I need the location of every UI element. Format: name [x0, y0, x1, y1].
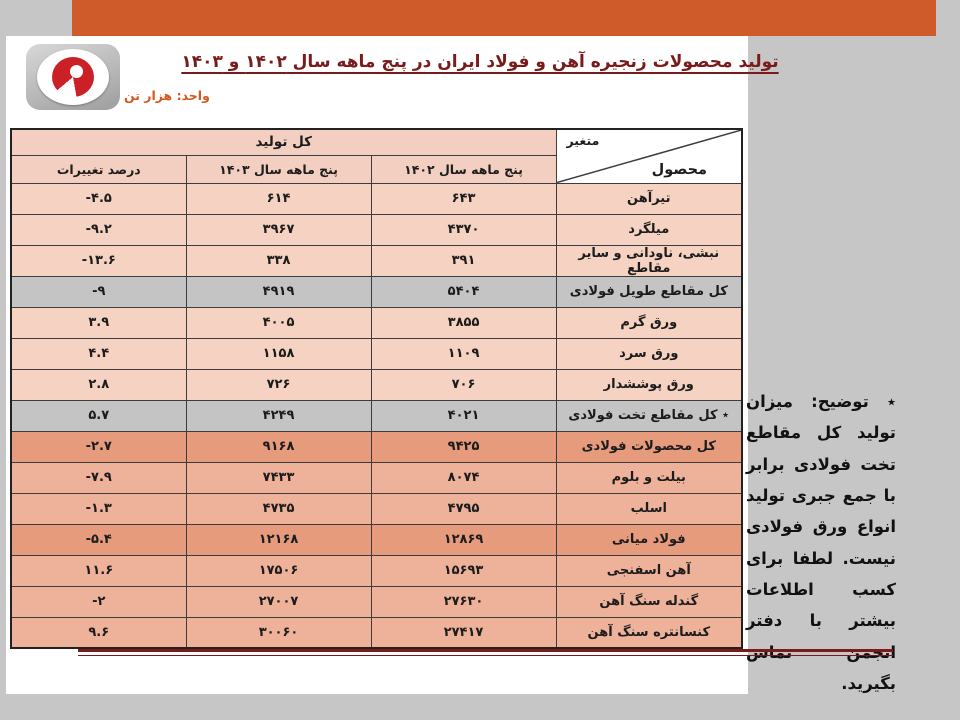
cell-product: فولاد میانی: [555, 523, 743, 556]
table-row: آهن اسفنجی ۱۵۶۹۳ ۱۷۵۰۶ ۱۱.۶: [10, 554, 743, 587]
logo-white-dot: [70, 65, 83, 78]
cell-change: -۴.۵: [10, 182, 187, 215]
cell-1402: ۱۲۸۶۹: [370, 523, 557, 556]
explanation-note: ٭ توضیح: میزان تولید کل مقاطع تخت فولادی…: [746, 386, 896, 699]
diagonal-divider: [557, 130, 742, 183]
table-row: کل مقاطع طویل فولادی ۵۴۰۴ ۴۹۱۹ -۹: [10, 275, 743, 308]
cell-1402: ۷۰۶: [370, 368, 557, 401]
cell-1402: ۵۴۰۴: [370, 275, 557, 308]
diagonal-header-cell: متغیر محصول: [555, 128, 743, 184]
cell-1403: ۴۲۴۹: [185, 399, 372, 432]
cell-1403: ۱۱۵۸: [185, 337, 372, 370]
cell-product: گندله سنگ آهن: [555, 585, 743, 618]
cell-1403: ۱۲۱۶۸: [185, 523, 372, 556]
cell-1403: ۴۹۱۹: [185, 275, 372, 308]
table-row: نبشی، ناودانی و سایر مقاطع ۳۹۱ ۳۳۸ -۱۳.۶: [10, 244, 743, 277]
cell-1402: ۲۷۴۱۷: [370, 616, 557, 649]
table-row: فولاد میانی ۱۲۸۶۹ ۱۲۱۶۸ -۵.۴: [10, 523, 743, 556]
cell-change: -۵.۴: [10, 523, 187, 556]
cell-product: ٭ کل مقاطع تخت فولادی: [555, 399, 743, 432]
cell-1403: ۶۱۴: [185, 182, 372, 215]
cell-product: ورق پوششدار: [555, 368, 743, 401]
cell-change: -۱.۳: [10, 492, 187, 525]
page-title-text: تولید محصولات زنجیره آهن و فولاد ایران د…: [181, 52, 779, 72]
bottom-double-divider: [78, 649, 893, 656]
cell-1402: ۱۵۶۹۳: [370, 554, 557, 587]
cell-change: ۱۱.۶: [10, 554, 187, 587]
column-header-1403: پنج ماهه سال ۱۴۰۳: [185, 154, 372, 184]
cell-1403: ۴۰۰۵: [185, 306, 372, 339]
cell-change: -۷.۹: [10, 461, 187, 494]
cell-product: کل مقاطع طویل فولادی: [555, 275, 743, 308]
table-row: گندله سنگ آهن ۲۷۶۳۰ ۲۷۰۰۷ -۲: [10, 585, 743, 618]
production-table: متغیر محصول کل تولید پنج ماهه سال ۱۴۰۲ پ…: [10, 128, 744, 649]
cell-change: -۱۳.۶: [10, 244, 187, 277]
column-header-change: درصد تغییرات: [10, 154, 187, 184]
table-row: ورق سرد ۱۱۰۹ ۱۱۵۸ ۴.۴: [10, 337, 743, 370]
cell-1403: ۳۹۶۷: [185, 213, 372, 246]
cell-product: کنسانتره سنگ آهن: [555, 616, 743, 649]
cell-1403: ۷۴۳۳: [185, 461, 372, 494]
variable-header-label: متغیر: [566, 133, 600, 148]
table-row: میلگرد ۴۳۷۰ ۳۹۶۷ -۹.۲: [10, 213, 743, 246]
table-row: بیلت و بلوم ۸۰۷۴ ۷۴۳۳ -۷.۹: [10, 461, 743, 494]
cell-1402: ۸۰۷۴: [370, 461, 557, 494]
cell-product: ورق گرم: [555, 306, 743, 339]
note-text: میزان تولید کل مقاطع تخت فولادی برابر با…: [746, 392, 896, 694]
table-row: کل محصولات فولادی ۹۴۲۵ ۹۱۶۸ -۲.۷: [10, 430, 743, 463]
cell-1402: ۴۷۹۵: [370, 492, 557, 525]
cell-product: بیلت و بلوم: [555, 461, 743, 494]
cell-product: میلگرد: [555, 213, 743, 246]
cell-product: تیرآهن: [555, 182, 743, 215]
cell-change: ۹.۶: [10, 616, 187, 649]
cell-1403: ۲۷۰۰۷: [185, 585, 372, 618]
top-accent-bar: [72, 0, 936, 36]
table-row: اسلب ۴۷۹۵ ۴۷۳۵ -۱.۳: [10, 492, 743, 525]
cell-product: آهن اسفنجی: [555, 554, 743, 587]
cell-1403: ۳۳۸: [185, 244, 372, 277]
cell-change: -۲: [10, 585, 187, 618]
cell-product: کل محصولات فولادی: [555, 430, 743, 463]
cell-1402: ۱۱۰۹: [370, 337, 557, 370]
cell-change: ۴.۴: [10, 337, 187, 370]
cell-1402: ۶۴۳: [370, 182, 557, 215]
cell-product: ورق سرد: [555, 337, 743, 370]
table-row: کنسانتره سنگ آهن ۲۷۴۱۷ ۳۰۰۶۰ ۹.۶: [10, 616, 743, 649]
total-production-header: کل تولید: [10, 128, 557, 156]
cell-1402: ۳۹۱: [370, 244, 557, 277]
table-row: تیرآهن ۶۴۳ ۶۱۴ -۴.۵: [10, 182, 743, 215]
table-row: ٭ کل مقاطع تخت فولادی ۴۰۲۱ ۴۲۴۹ ۵.۷: [10, 399, 743, 432]
cell-1403: ۳۰۰۶۰: [185, 616, 372, 649]
page-title: تولید محصولات زنجیره آهن و فولاد ایران د…: [100, 52, 860, 72]
unit-label: واحد: هزار تن: [124, 88, 210, 103]
table-container: متغیر محصول کل تولید پنج ماهه سال ۱۴۰۲ پ…: [10, 128, 744, 649]
cell-change: ۳.۹: [10, 306, 187, 339]
cell-change: ۵.۷: [10, 399, 187, 432]
table-body: تیرآهن ۶۴۳ ۶۱۴ -۴.۵ میلگرد ۴۳۷۰ ۳۹۶۷ -۹.۲ نبشی، …: [10, 182, 743, 649]
cell-1403: ۱۷۵۰۶: [185, 554, 372, 587]
association-logo: [26, 44, 120, 110]
cell-1403: ۴۷۳۵: [185, 492, 372, 525]
table-row: ورق پوششدار ۷۰۶ ۷۲۶ ۲.۸: [10, 368, 743, 401]
cell-1403: ۹۱۶۸: [185, 430, 372, 463]
cell-1402: ۴۰۲۱: [370, 399, 557, 432]
cell-1402: ۴۳۷۰: [370, 213, 557, 246]
table-row: ورق گرم ۳۸۵۵ ۴۰۰۵ ۳.۹: [10, 306, 743, 339]
cell-product: اسلب: [555, 492, 743, 525]
column-header-1402: پنج ماهه سال ۱۴۰۲: [370, 154, 557, 184]
note-label: ٭ توضیح:: [811, 392, 896, 411]
cell-1402: ۹۴۲۵: [370, 430, 557, 463]
cell-product: نبشی، ناودانی و سایر مقاطع: [555, 244, 743, 277]
cell-change: ۲.۸: [10, 368, 187, 401]
cell-change: -۹: [10, 275, 187, 308]
cell-1403: ۷۲۶: [185, 368, 372, 401]
cell-change: -۲.۷: [10, 430, 187, 463]
product-header-label: محصول: [651, 161, 708, 178]
cell-1402: ۳۸۵۵: [370, 306, 557, 339]
cell-1402: ۲۷۶۳۰: [370, 585, 557, 618]
cell-change: -۹.۲: [10, 213, 187, 246]
